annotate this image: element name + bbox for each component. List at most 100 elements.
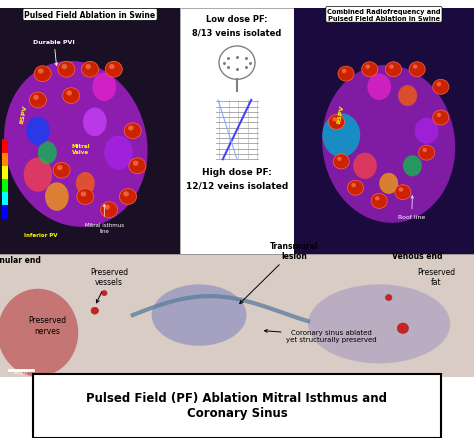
Circle shape: [409, 63, 425, 78]
Circle shape: [100, 202, 118, 218]
Bar: [0, 254, 474, 377]
Text: Roof line: Roof line: [398, 196, 425, 220]
Bar: [2, 193, 8, 206]
Circle shape: [333, 155, 349, 170]
Ellipse shape: [104, 136, 133, 170]
Text: Pulsed Field Ablation in Swine: Pulsed Field Ablation in Swine: [25, 11, 155, 20]
Text: Coronary sinus ablated
yet structurally preserved: Coronary sinus ablated yet structurally …: [264, 330, 377, 343]
Circle shape: [77, 189, 94, 205]
Text: Annular end: Annular end: [0, 256, 41, 265]
Ellipse shape: [45, 183, 69, 211]
Circle shape: [133, 161, 138, 166]
Circle shape: [332, 118, 337, 122]
Circle shape: [57, 166, 63, 171]
Ellipse shape: [152, 285, 246, 346]
Text: High dose PF:: High dose PF:: [202, 167, 272, 176]
Circle shape: [34, 67, 51, 82]
Ellipse shape: [4, 62, 147, 227]
Text: Inferior PV: Inferior PV: [24, 233, 57, 237]
Circle shape: [437, 83, 441, 87]
Circle shape: [395, 185, 411, 200]
Bar: [0, 9, 180, 254]
Ellipse shape: [26, 117, 50, 145]
Ellipse shape: [24, 158, 52, 192]
Ellipse shape: [92, 73, 116, 102]
Circle shape: [347, 181, 364, 196]
Text: Preserved
vessels: Preserved vessels: [90, 267, 128, 303]
Circle shape: [342, 70, 346, 74]
Circle shape: [433, 111, 449, 126]
Text: Mitral isthmus
line: Mitral isthmus line: [85, 205, 124, 233]
Text: Combined Radiofrequency and
Pulsed Field Ablation in Swine: Combined Radiofrequency and Pulsed Field…: [327, 9, 441, 22]
Text: Venous end: Venous end: [392, 251, 442, 261]
Text: 2mm: 2mm: [14, 369, 28, 374]
Text: Low dose PF:: Low dose PF:: [206, 15, 268, 24]
Circle shape: [66, 91, 72, 96]
Text: Preserved
fat: Preserved fat: [417, 267, 455, 287]
Circle shape: [422, 148, 427, 153]
Circle shape: [101, 291, 107, 296]
Circle shape: [33, 95, 39, 101]
Circle shape: [104, 205, 110, 210]
Circle shape: [63, 88, 80, 104]
Circle shape: [105, 62, 122, 78]
Bar: [2, 140, 8, 153]
FancyBboxPatch shape: [33, 374, 441, 438]
Text: Mitral
Valve: Mitral Valve: [71, 144, 90, 154]
Circle shape: [123, 192, 129, 197]
Circle shape: [351, 184, 356, 188]
Ellipse shape: [76, 173, 95, 195]
Text: Preserved
nerves: Preserved nerves: [28, 315, 66, 335]
Circle shape: [362, 63, 378, 78]
Bar: [2, 153, 8, 166]
Text: 8/13 veins isolated: 8/13 veins isolated: [192, 28, 282, 37]
Circle shape: [328, 115, 345, 130]
Text: Pulsed Field (PF) Ablation Mitral Isthmus and
Coronary Sinus: Pulsed Field (PF) Ablation Mitral Isthmu…: [86, 391, 388, 419]
Ellipse shape: [83, 109, 107, 137]
Circle shape: [109, 65, 115, 70]
Circle shape: [337, 157, 342, 162]
Circle shape: [389, 65, 394, 70]
Circle shape: [365, 65, 370, 70]
Circle shape: [91, 307, 99, 314]
Circle shape: [419, 146, 435, 161]
Text: Durable PVI: Durable PVI: [33, 40, 75, 67]
Ellipse shape: [403, 156, 422, 177]
Ellipse shape: [0, 289, 78, 377]
Circle shape: [124, 124, 141, 139]
Circle shape: [433, 80, 449, 95]
Circle shape: [399, 188, 403, 192]
Circle shape: [338, 67, 354, 82]
Circle shape: [58, 62, 75, 78]
Ellipse shape: [308, 285, 450, 364]
Circle shape: [385, 295, 392, 301]
Bar: [2, 166, 8, 180]
Circle shape: [413, 65, 418, 70]
Bar: [180, 9, 294, 254]
Bar: [294, 9, 474, 254]
Circle shape: [385, 63, 401, 78]
Ellipse shape: [322, 114, 360, 158]
Ellipse shape: [38, 142, 57, 165]
Circle shape: [397, 323, 409, 334]
Bar: [2, 180, 8, 193]
Ellipse shape: [415, 118, 438, 145]
Circle shape: [437, 113, 441, 118]
Circle shape: [129, 159, 146, 174]
Circle shape: [53, 163, 70, 179]
Circle shape: [375, 197, 380, 201]
Circle shape: [119, 189, 137, 205]
Circle shape: [85, 65, 91, 70]
Ellipse shape: [367, 74, 391, 101]
Circle shape: [128, 126, 134, 131]
Text: 12/12 veins isolated: 12/12 veins isolated: [186, 181, 288, 190]
Bar: [2, 206, 8, 219]
Text: Transmural
lesion: Transmural lesion: [240, 241, 318, 304]
Circle shape: [62, 65, 67, 70]
Circle shape: [82, 62, 99, 78]
Ellipse shape: [379, 173, 398, 194]
Text: RSPV: RSPV: [337, 104, 345, 124]
Text: RSPV: RSPV: [19, 104, 27, 124]
Circle shape: [81, 192, 86, 197]
Circle shape: [371, 194, 387, 209]
